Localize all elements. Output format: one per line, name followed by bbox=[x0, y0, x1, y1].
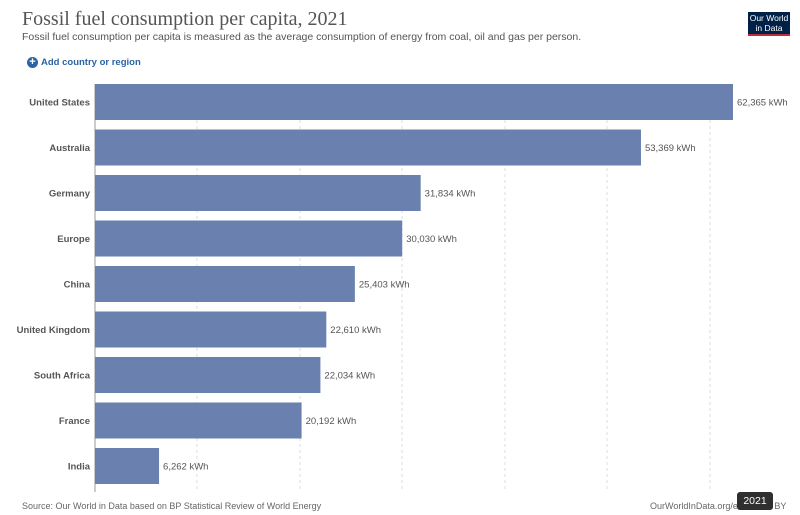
value-label: 20,192 kWh bbox=[306, 416, 357, 427]
category-label: India bbox=[68, 462, 91, 473]
chart-title: Fossil fuel consumption per capita, 2021 bbox=[22, 8, 348, 30]
bar[interactable] bbox=[95, 357, 321, 393]
value-label: 31,834 kWh bbox=[425, 189, 476, 200]
category-label: Germany bbox=[49, 189, 91, 200]
bar[interactable] bbox=[95, 129, 641, 166]
category-label: United Kingdom bbox=[17, 325, 90, 336]
category-label: France bbox=[59, 416, 90, 427]
bar[interactable] bbox=[95, 448, 160, 484]
owid-logo[interactable]: Our World in Data bbox=[748, 12, 790, 36]
value-label: 25,403 kWh bbox=[359, 280, 410, 291]
bar[interactable] bbox=[95, 84, 733, 120]
add-country-label: Add country or region bbox=[41, 56, 141, 68]
license-text: C BY bbox=[765, 501, 787, 511]
site-link[interactable]: OurWorldInData.org/e C BY bbox=[650, 501, 786, 511]
source-note: Source: Our World in Data based on BP St… bbox=[22, 501, 322, 511]
plus-circle-icon: + bbox=[27, 56, 38, 68]
value-label: 62,365 kWh bbox=[737, 98, 788, 109]
bar[interactable] bbox=[95, 220, 403, 257]
chart-subtitle: Fossil fuel consumption per capita is me… bbox=[22, 31, 582, 43]
category-label: Australia bbox=[49, 143, 90, 154]
bar[interactable] bbox=[95, 175, 421, 211]
category-label: Europe bbox=[57, 234, 90, 245]
bar[interactable] bbox=[95, 266, 355, 302]
value-label: 30,030 kWh bbox=[406, 234, 457, 245]
add-country-button[interactable]: + Add country or region bbox=[27, 55, 141, 69]
category-label: South Africa bbox=[34, 371, 91, 382]
value-label: 6,262 kWh bbox=[163, 462, 208, 473]
value-label: 22,034 kWh bbox=[324, 371, 375, 382]
value-label: 22,610 kWh bbox=[330, 325, 381, 336]
value-label: 53,369 kWh bbox=[645, 143, 696, 154]
category-label: China bbox=[64, 280, 91, 291]
bar[interactable] bbox=[95, 402, 302, 439]
category-label: United States bbox=[29, 98, 90, 109]
site-url: OurWorldInData.org/e bbox=[650, 501, 738, 511]
year-badge[interactable]: 2021 bbox=[737, 492, 773, 510]
bar[interactable] bbox=[95, 311, 327, 348]
